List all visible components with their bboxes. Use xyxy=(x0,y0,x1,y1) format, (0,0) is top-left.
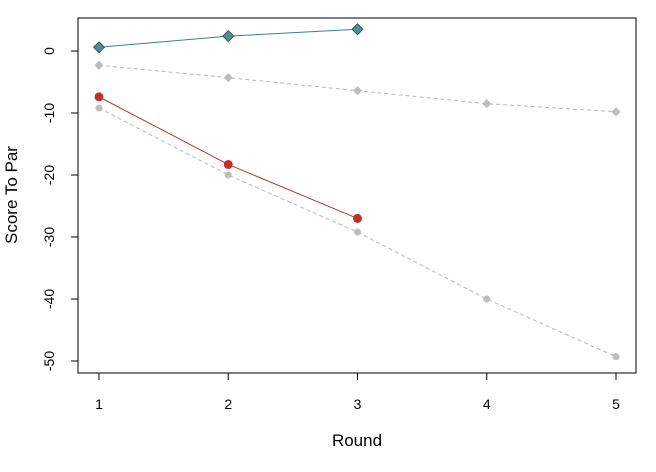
data-point xyxy=(224,171,232,179)
data-point xyxy=(611,107,621,117)
x-axis-label: Round xyxy=(332,431,382,450)
plot-frame xyxy=(77,17,637,374)
series-1 xyxy=(92,23,364,54)
x-tick-label: 4 xyxy=(483,396,491,412)
data-point xyxy=(222,30,235,43)
series-line xyxy=(98,96,358,219)
data-point xyxy=(94,60,104,70)
series-3 xyxy=(94,92,362,223)
series-layer xyxy=(92,23,621,361)
data-point xyxy=(352,86,363,96)
data-point xyxy=(482,99,492,109)
series-2 xyxy=(94,60,621,117)
series-4 xyxy=(95,104,620,361)
y-tick-label: 0 xyxy=(41,47,57,55)
data-point xyxy=(612,353,620,361)
y-tick-label: -40 xyxy=(41,289,57,309)
series-line xyxy=(98,107,617,358)
y-axis-label: Score To Par xyxy=(2,146,21,244)
y-tick-label: -30 xyxy=(41,227,57,247)
y-tick-label: -20 xyxy=(41,165,57,185)
x-tick-label: 1 xyxy=(95,396,103,412)
x-tick-label: 3 xyxy=(354,396,362,412)
data-point xyxy=(351,23,364,36)
data-point xyxy=(354,228,361,236)
y-tick-label: -50 xyxy=(41,351,57,371)
data-point xyxy=(94,92,104,102)
y-tick-label: -10 xyxy=(41,103,57,123)
data-point xyxy=(483,295,491,303)
x-axis: 1 2 3 4 5 xyxy=(95,372,620,412)
data-point xyxy=(95,104,103,112)
data-point xyxy=(92,41,106,54)
data-point xyxy=(223,73,233,83)
x-tick-label: 2 xyxy=(224,396,232,412)
y-axis: 0 -10 -20 -30 -40 -50 xyxy=(41,47,79,371)
x-tick-label: 5 xyxy=(612,396,620,412)
data-point xyxy=(353,213,362,223)
data-point xyxy=(223,159,233,169)
